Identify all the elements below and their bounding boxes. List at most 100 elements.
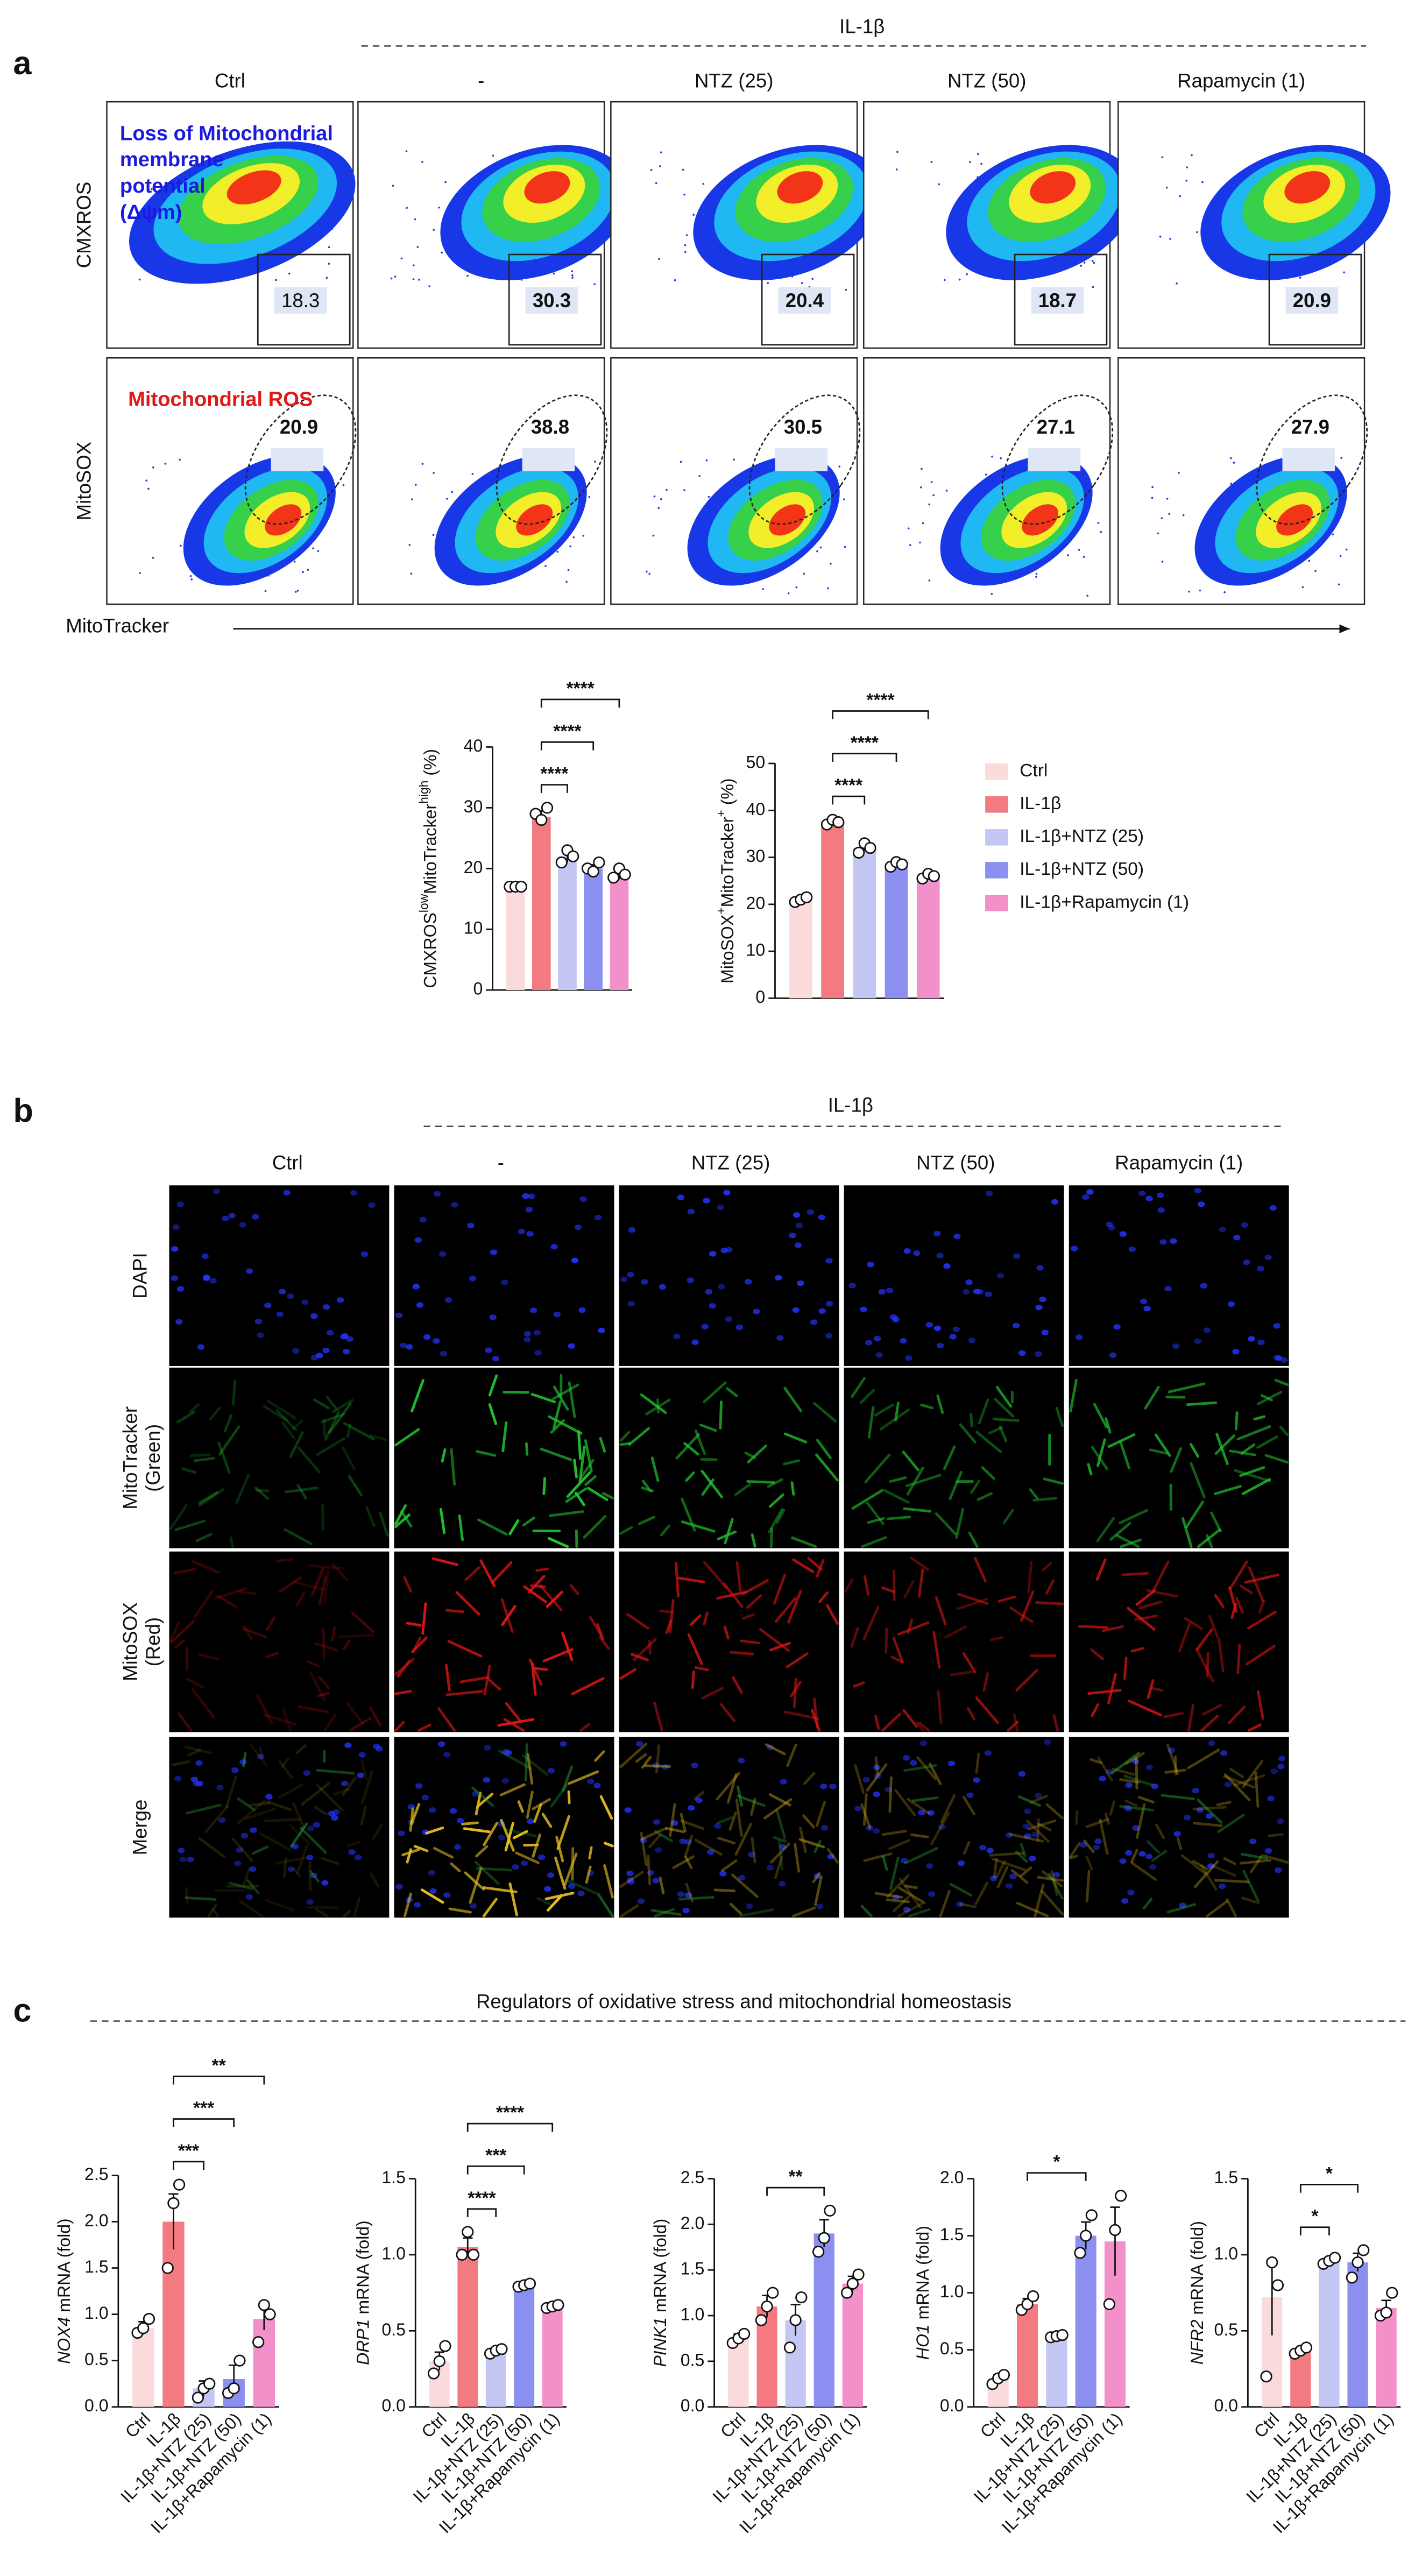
nucleus (655, 1847, 662, 1853)
nucleus (1051, 1199, 1059, 1205)
significance-label: **** (866, 690, 895, 710)
event-dot (275, 279, 277, 281)
event-dot (1161, 156, 1164, 159)
cell (1166, 1903, 1197, 1914)
nucleus (195, 1760, 203, 1766)
nucleus (428, 1870, 436, 1876)
column-header: NTZ (50) (947, 69, 1026, 91)
row-label: DAPI (129, 1252, 151, 1298)
nucleus (1031, 1831, 1039, 1838)
cell (802, 1814, 815, 1829)
cell (997, 1595, 1016, 1603)
column-header: NTZ (25) (695, 69, 773, 91)
cell (1085, 1818, 1109, 1828)
nucleus (936, 1342, 944, 1349)
data-point (997, 2369, 1010, 2381)
event-dot (412, 278, 415, 280)
nucleus (1275, 1355, 1283, 1361)
row-label-line: Merge (129, 1800, 151, 1856)
cell (1214, 1434, 1235, 1455)
event-dot (394, 275, 397, 278)
bar (916, 876, 940, 999)
event-dot (390, 277, 393, 280)
nucleus (1024, 1833, 1031, 1839)
nucleus (197, 1344, 205, 1350)
micrograph (394, 1368, 614, 1548)
nucleus (1224, 1781, 1232, 1788)
cell (370, 1872, 380, 1888)
cell (970, 1480, 981, 1494)
cell (903, 1580, 915, 1599)
bar (885, 864, 908, 999)
y-tick-label: 1.5 (381, 2168, 406, 2187)
nucleus (926, 1863, 933, 1869)
cell (594, 1750, 605, 1762)
density (524, 171, 570, 204)
cell (864, 1453, 891, 1483)
cell (994, 1398, 1015, 1418)
image (394, 1185, 614, 1366)
y-tick-label: 10 (464, 918, 483, 938)
gate-value: 30.3 (533, 289, 571, 312)
event-dot (1188, 590, 1191, 593)
cell (209, 1407, 221, 1421)
nucleus (637, 1898, 645, 1904)
cell (450, 1862, 461, 1873)
event-dot (684, 244, 687, 246)
event-dot (139, 572, 141, 574)
cell (731, 1873, 759, 1898)
nucleus (626, 1870, 634, 1877)
cell (483, 1822, 498, 1846)
nucleus (337, 1297, 344, 1303)
image (1069, 1551, 1289, 1732)
event-dot (896, 168, 898, 171)
y-tick-label: 0 (473, 979, 483, 999)
nucleus (1145, 1765, 1153, 1771)
cell (394, 1658, 415, 1676)
event-dot (1299, 277, 1301, 279)
cell (1256, 1690, 1264, 1720)
nucleus (1173, 1831, 1181, 1837)
axis-title-part: low (417, 894, 431, 912)
cell (284, 1487, 319, 1494)
cell (1195, 1628, 1213, 1651)
event-dot (466, 274, 469, 277)
cell (585, 1865, 592, 1884)
axis-title-part: high (417, 781, 431, 804)
event-dot (400, 257, 403, 260)
cell (445, 1609, 465, 1613)
cell (1020, 1843, 1027, 1857)
cell (191, 1688, 216, 1719)
cell (1187, 1749, 1220, 1770)
nucleus (705, 1289, 713, 1295)
nucleus (492, 1356, 499, 1362)
density (777, 171, 823, 204)
cell (483, 1665, 491, 1696)
cell (776, 1509, 786, 1524)
cell (1119, 1440, 1130, 1470)
event-dot (312, 547, 314, 549)
cell (1107, 1433, 1136, 1448)
nucleus (677, 1194, 684, 1200)
cell (684, 1856, 693, 1870)
data-point (462, 2226, 474, 2238)
event-dot (907, 527, 910, 530)
data-point (789, 2314, 802, 2326)
cell (904, 1846, 938, 1865)
nucleus (423, 1334, 431, 1340)
nucleus (1005, 1832, 1013, 1838)
cell (774, 1856, 783, 1879)
cell (526, 1753, 534, 1785)
cell (851, 1489, 883, 1510)
cell (187, 1749, 201, 1757)
nucleus (257, 1332, 264, 1339)
event-dot (571, 274, 574, 277)
event-dot (294, 591, 297, 593)
cell (238, 1590, 256, 1595)
cell (599, 1436, 606, 1453)
nucleus (976, 1289, 984, 1295)
y-tick-label: 2.5 (84, 2164, 109, 2184)
cell (1029, 1488, 1039, 1500)
cell (1242, 1870, 1260, 1902)
event-dot (909, 544, 911, 546)
